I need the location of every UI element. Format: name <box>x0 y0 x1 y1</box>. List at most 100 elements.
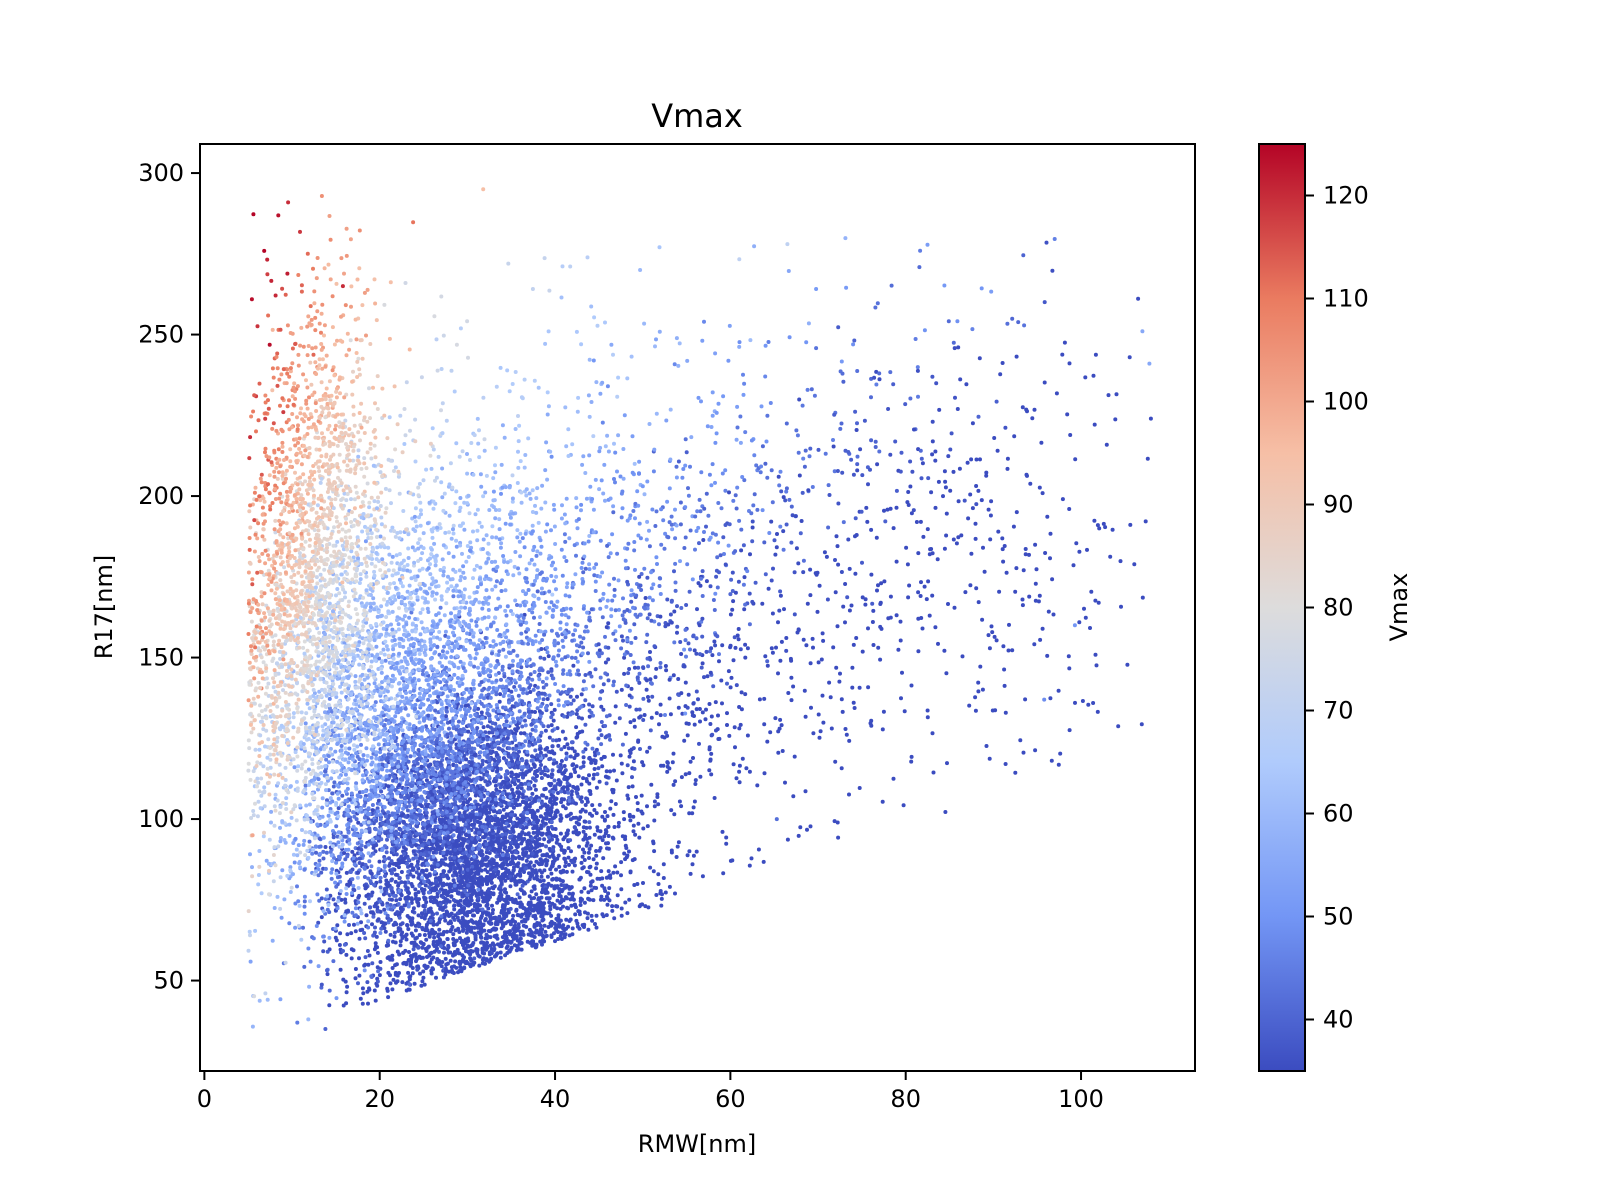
scatter-point <box>287 822 292 827</box>
scatter-point <box>524 858 529 863</box>
scatter-point <box>548 806 553 811</box>
scatter-point <box>481 956 486 961</box>
scatter-point <box>559 937 564 941</box>
scatter-point <box>357 956 361 961</box>
scatter-point <box>585 837 589 841</box>
scatter-point <box>414 935 419 940</box>
scatter-point <box>345 932 350 937</box>
scatter-point <box>560 897 564 902</box>
scatter-point <box>468 902 473 907</box>
scatter-point <box>408 919 413 924</box>
scatter-point <box>453 870 458 875</box>
scatter-point <box>373 944 378 949</box>
scatter-point <box>597 648 602 653</box>
scatter-point <box>573 656 578 660</box>
scatter-point <box>375 965 380 970</box>
scatter-point <box>454 755 458 760</box>
scatter-point <box>479 853 484 858</box>
scatter-point <box>597 835 602 840</box>
scatter-point <box>562 850 567 855</box>
scatter-point <box>287 833 292 838</box>
scatter-point <box>626 796 631 801</box>
scatter-point <box>575 694 579 699</box>
scatter-point <box>658 889 663 893</box>
scatter-point <box>575 734 580 739</box>
scatter-point <box>370 875 375 880</box>
scatter-point <box>603 828 608 833</box>
scatter-point <box>414 959 418 964</box>
scatter-point <box>611 812 616 817</box>
scatter-point <box>432 944 437 948</box>
scatter-point <box>325 972 330 977</box>
scatter-point <box>465 800 470 805</box>
scatter-point <box>569 903 574 908</box>
scatter-point <box>432 935 437 940</box>
scatter-point <box>603 810 607 814</box>
scatter-point <box>552 815 557 820</box>
scatter-point <box>249 816 254 820</box>
scatter-point <box>370 922 374 927</box>
scatter-point <box>366 817 371 822</box>
scatter-point <box>526 838 531 843</box>
scatter-point <box>345 854 350 859</box>
scatter-point <box>583 722 588 727</box>
scatter-point <box>635 807 640 812</box>
scatter-point <box>561 904 565 909</box>
scatter-point <box>508 884 513 889</box>
scatter-point <box>582 858 587 862</box>
scatter-point <box>319 896 324 901</box>
scatter-point <box>460 921 465 926</box>
scatter-point <box>383 857 388 862</box>
scatter-point <box>594 886 599 890</box>
scatter-point <box>479 680 484 685</box>
scatter-point <box>302 867 307 872</box>
scatter-point <box>264 858 269 863</box>
scatter-point <box>509 689 514 694</box>
scatter-point <box>496 759 501 764</box>
scatter-point <box>594 866 599 871</box>
scatter-point <box>667 884 672 889</box>
scatter-point <box>628 720 633 725</box>
scatter-point <box>368 879 373 884</box>
scatter-point <box>469 958 474 963</box>
scatter-point <box>459 826 464 831</box>
scatter-point <box>527 685 532 690</box>
scatter-point <box>416 964 420 969</box>
scatter-point <box>558 869 563 874</box>
scatter-point <box>485 742 490 747</box>
scatter-point <box>580 799 584 804</box>
scatter-point <box>574 764 579 769</box>
scatter-point <box>520 816 525 821</box>
scatter-point <box>364 746 369 751</box>
scatter-point <box>537 622 542 626</box>
scatter-point <box>471 885 475 890</box>
scatter-point <box>679 804 684 809</box>
scatter-point <box>405 875 410 880</box>
scatter-point <box>471 920 476 925</box>
scatter-point <box>370 808 375 813</box>
scatter-point <box>393 815 398 820</box>
scatter-point <box>333 902 338 907</box>
scatter-point <box>585 911 590 916</box>
scatter-point <box>532 615 536 620</box>
scatter-point <box>481 759 485 764</box>
scatter-point <box>448 950 453 955</box>
scatter-point <box>551 718 556 723</box>
scatter-point <box>605 902 610 907</box>
scatter-point <box>399 860 404 865</box>
scatter-point <box>599 689 604 694</box>
scatter-point <box>497 844 502 848</box>
scatter-point <box>427 934 432 939</box>
scatter-point <box>543 772 547 777</box>
scatter-point <box>399 893 404 898</box>
scatter-point <box>554 876 559 881</box>
scatter-point <box>331 897 336 902</box>
scatter-point <box>554 738 559 743</box>
scatter-point <box>421 891 426 896</box>
scatter-point <box>442 888 446 893</box>
scatter-point <box>481 899 486 904</box>
scatter-point <box>257 849 262 853</box>
scatter-point <box>319 915 324 920</box>
scatter-point <box>600 912 605 917</box>
scatter-point <box>556 913 561 918</box>
